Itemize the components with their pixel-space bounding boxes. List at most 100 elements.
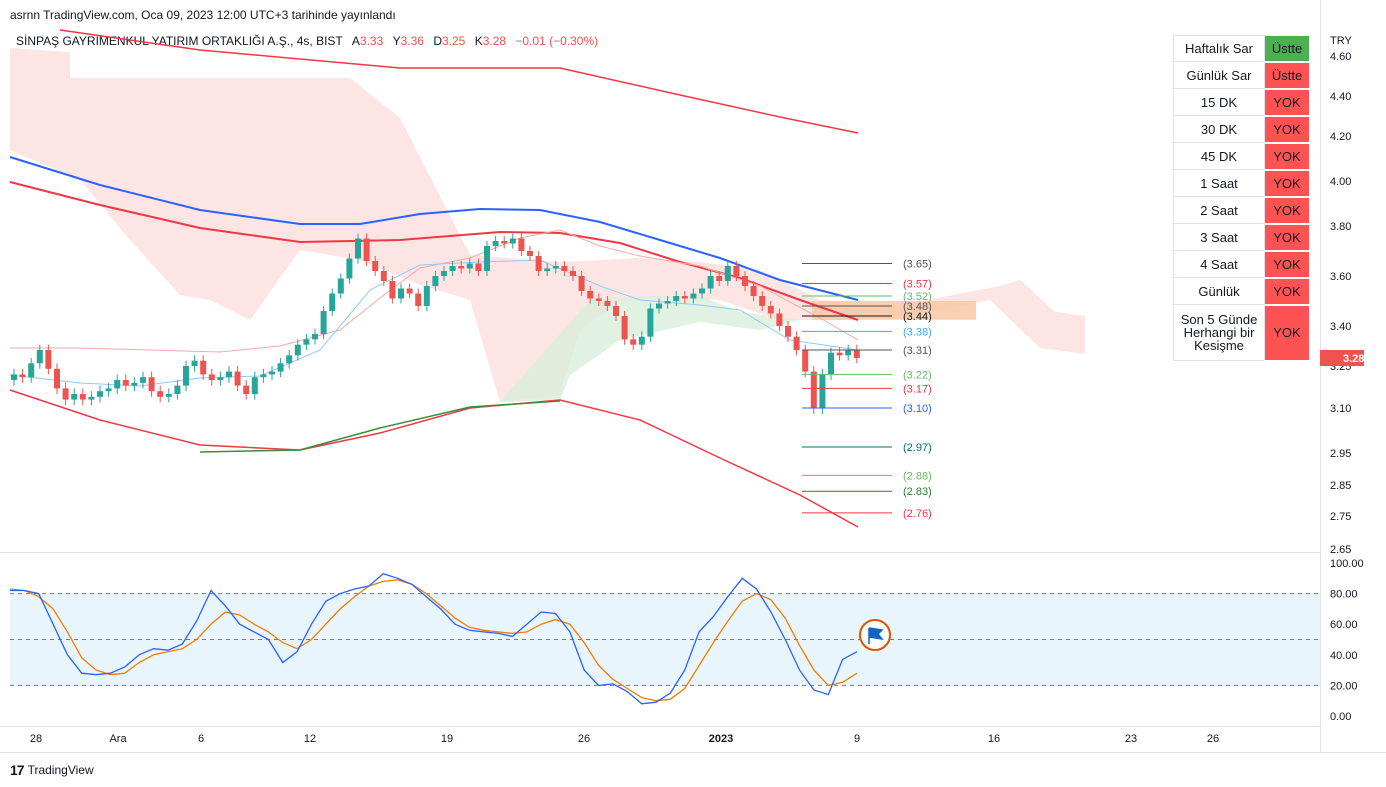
- table-row-label: 15 DK: [1173, 88, 1265, 116]
- time-axis-tick: Ara: [109, 733, 127, 745]
- table-row-label: Son 5 Günde Herhangi bir Kesişme: [1173, 304, 1265, 361]
- candle-body: [372, 261, 379, 271]
- candle-body: [845, 350, 852, 356]
- candle-body: [269, 371, 275, 375]
- candle: [312, 328, 318, 345]
- candle: [458, 261, 465, 274]
- candle: [699, 283, 705, 299]
- signal-table: Haftalık Sar Üstte Günlük Sar Üstte 15 DK YOK…: [1173, 35, 1309, 362]
- candle-body: [690, 293, 697, 299]
- price-axis-tick: 4.00: [1330, 176, 1351, 188]
- open-label: A: [351, 34, 360, 48]
- candle: [36, 344, 43, 369]
- publish-line: asrnn TradingView.com, Oca 09, 2023 12:0…: [10, 8, 396, 22]
- candle-body: [165, 394, 172, 397]
- high-label: Y: [392, 34, 401, 48]
- table-row: Son 5 Günde Herhangi bir Kesişme YOK: [1173, 304, 1309, 362]
- level-label: (3.22): [903, 369, 932, 381]
- table-row-value: YOK: [1264, 304, 1309, 362]
- price-axis-tick: 4.20: [1330, 131, 1351, 143]
- candle-body: [621, 316, 628, 340]
- stoch-d-line: [9, 579, 858, 702]
- candle: [140, 371, 146, 389]
- table-row-value: YOK: [1264, 223, 1309, 252]
- candle: [191, 355, 198, 372]
- change-value: −0.01 (−0.30%): [515, 34, 599, 48]
- candle-body: [466, 263, 473, 269]
- level-label: (2.88): [903, 470, 932, 482]
- table-row-label: 3 Saat: [1173, 223, 1265, 251]
- candle-body: [36, 350, 43, 364]
- stoch-k-line: [10, 572, 858, 705]
- candle: [97, 385, 103, 403]
- candle: [604, 296, 611, 311]
- candle: [226, 366, 232, 383]
- candle: [389, 276, 396, 304]
- candle: [11, 368, 17, 386]
- time-axis-tick: 26: [578, 733, 590, 745]
- candle-body: [759, 296, 766, 306]
- candle: [200, 355, 207, 380]
- candle: [742, 271, 748, 291]
- candle: [251, 371, 258, 400]
- candle: [535, 251, 542, 276]
- candle-body: [346, 258, 353, 279]
- table-row: 4 Saat YOK: [1173, 250, 1309, 279]
- symbol-legend: SİNPAŞ GAYRİMENKUL YATIRIM ORTAKLIĞI A.Ş…: [16, 34, 598, 48]
- candle: [570, 266, 576, 281]
- candle-body: [518, 238, 525, 251]
- candle: [105, 382, 112, 397]
- candle-body: [337, 278, 344, 294]
- candle: [71, 388, 78, 406]
- time-axis-tick: 23: [1125, 733, 1137, 745]
- table-row-value: YOK: [1264, 196, 1309, 225]
- currency-label: TRY: [1330, 35, 1352, 47]
- candle-body: [836, 352, 843, 356]
- table-row-value: YOK: [1264, 250, 1309, 279]
- candle-body: [312, 334, 318, 340]
- level-label: (2.83): [903, 486, 932, 498]
- candle-body: [200, 360, 207, 375]
- table-row: 2 Saat YOK: [1173, 196, 1309, 225]
- candle: [114, 374, 121, 394]
- candle: [337, 273, 344, 299]
- candle-body: [570, 271, 576, 276]
- candle-body: [458, 266, 465, 269]
- candle: [492, 236, 499, 251]
- table-row: 15 DK YOK: [1173, 88, 1309, 117]
- candle: [630, 334, 637, 350]
- table-row-label: Günlük: [1173, 277, 1265, 305]
- ichimoku-cloud-green: [500, 296, 800, 402]
- candle: [269, 366, 275, 380]
- candle-body: [140, 377, 146, 383]
- last-price-label: 3.28: [1343, 353, 1364, 365]
- candle-body: [587, 291, 594, 299]
- table-row-value: YOK: [1264, 88, 1309, 117]
- candle-body: [234, 371, 241, 386]
- candle: [183, 360, 189, 392]
- footer[interactable]: 17 TradingView: [10, 762, 94, 778]
- candle-body: [97, 391, 103, 397]
- candle-body: [699, 288, 705, 294]
- last-price-badge: [1320, 350, 1364, 366]
- candle: [673, 291, 680, 306]
- table-row-label: 45 DK: [1173, 142, 1265, 170]
- level-label: (2.76): [903, 508, 932, 520]
- conversion-line: [9, 259, 859, 387]
- candle-body: [432, 276, 439, 286]
- low-value: 3.25: [441, 34, 466, 48]
- oscillator-axis-tick: 20.00: [1330, 680, 1358, 692]
- time-axis-tick: 6: [198, 733, 204, 745]
- candle-body: [724, 266, 731, 281]
- price-axis-tick: 3.60: [1330, 271, 1351, 283]
- price-axis-tick: 2.65: [1330, 544, 1351, 556]
- candle: [19, 368, 26, 383]
- candle-body: [810, 371, 817, 408]
- candle-body: [251, 377, 258, 394]
- ma-red-top-line: [59, 29, 859, 134]
- candle: [561, 261, 568, 276]
- table-row: 3 Saat YOK: [1173, 223, 1309, 252]
- time-axis-tick: 28: [30, 733, 42, 745]
- price-axis-tick: 2.95: [1330, 448, 1351, 460]
